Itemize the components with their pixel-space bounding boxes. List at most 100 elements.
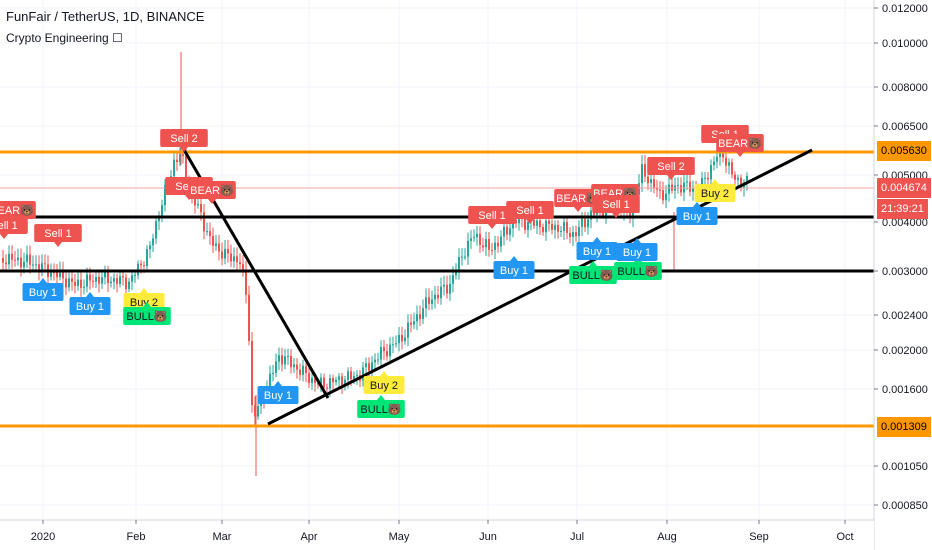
candle-body (278, 355, 280, 362)
candle-body (239, 262, 241, 265)
candle-body (287, 356, 289, 358)
signal-label-bull: BULL🐻 (357, 395, 405, 418)
candle-body (197, 203, 199, 206)
signal-label-pointer (693, 202, 701, 207)
indicator-name[interactable]: Crypto Engineering ☐ (6, 31, 123, 45)
candle-body (290, 356, 292, 368)
candle-body (83, 286, 85, 288)
candle-body (662, 190, 664, 201)
current-price-label: 0.004674 (877, 178, 931, 198)
candle-body (650, 179, 652, 184)
candle-body (566, 222, 568, 233)
signal-label-buy1: Buy 1 (69, 292, 111, 315)
time-tick-label: Sep (749, 531, 769, 543)
candle-body (374, 359, 376, 363)
candle-body (647, 176, 649, 184)
signal-label-pointer (54, 242, 62, 247)
signal-label-bear: BEAR🐻 (716, 134, 764, 157)
candle-body (581, 218, 583, 227)
candle-body (116, 278, 118, 284)
candle-body (371, 362, 373, 371)
candle-body (428, 297, 430, 304)
candle-body (551, 223, 553, 230)
candle-body (29, 254, 31, 265)
signal-label-text: BEAR🐻 (190, 183, 234, 197)
candle-body (305, 365, 307, 374)
candle-body (560, 230, 562, 232)
candle-body (110, 281, 112, 284)
time-tick-label: Mar (213, 531, 232, 543)
candle-body (236, 256, 238, 263)
candle-body (461, 256, 463, 258)
signal-label-pointer (711, 179, 719, 184)
signal-label-pointer (143, 302, 151, 307)
candle-body (209, 231, 211, 237)
candle-body (389, 344, 391, 357)
candle-body (335, 379, 337, 383)
signal-label-sell: Sell 1 (0, 216, 28, 239)
signal-label-box (34, 224, 82, 242)
candle-body (38, 264, 40, 272)
candle-body (383, 347, 385, 352)
price-tick-label: 0.002400 (882, 310, 928, 322)
signal-label-pointer (274, 381, 282, 386)
signal-label-box (160, 129, 208, 147)
symbol-title[interactable]: FunFair / TetherUS, 1D, BINANCE (6, 9, 205, 24)
candle-body (95, 276, 97, 282)
candle-body (365, 363, 367, 368)
signal-label-text: BULL🐻 (126, 309, 168, 323)
candle-body (134, 275, 136, 277)
signal-label-pointer (736, 152, 744, 157)
candle-body (527, 221, 529, 230)
candle-body (425, 297, 427, 309)
candle-body (407, 322, 409, 338)
candle-body (137, 263, 139, 276)
candle-body (707, 177, 709, 180)
candle-body (485, 239, 487, 248)
lower-level-price-label: 0.001309 (877, 417, 931, 437)
candle-body (503, 226, 505, 237)
signal-label-text: Buy 2 (701, 188, 729, 200)
candle-body (206, 231, 208, 233)
horizontal-levels (0, 150, 874, 428)
candle-body (311, 377, 313, 384)
signal-label-pointer (180, 147, 188, 152)
candle-body (644, 164, 646, 177)
signal-label-pointer (39, 278, 47, 283)
candle-body (299, 369, 301, 375)
candle-body (422, 308, 424, 320)
candle-body (185, 155, 187, 184)
signal-label-box (676, 207, 718, 225)
candle-body (713, 161, 715, 165)
candle-body (131, 275, 133, 282)
candle-body (332, 377, 334, 383)
candle-body (443, 284, 445, 287)
signal-label-box (614, 262, 662, 280)
candle-body (539, 220, 541, 227)
candle-body (92, 280, 94, 282)
signal-label-box (123, 307, 171, 325)
candle-body (155, 221, 157, 239)
candle-body (35, 264, 37, 266)
signal-label-pointer (633, 238, 641, 243)
signal-label-pointer (526, 219, 534, 224)
signal-label-text: Buy 1 (264, 390, 292, 402)
candle-body (587, 219, 589, 228)
candle-body (533, 219, 535, 226)
candle-body (119, 276, 121, 284)
signal-label-buy1: Buy 1 (676, 202, 718, 225)
candle-body (368, 363, 370, 371)
candle-body (416, 314, 418, 322)
candle-body (158, 216, 160, 222)
signal-label-buy2: Buy 2 (123, 288, 165, 311)
candle-body (590, 210, 592, 220)
signal-label-text: Sell 2 (657, 161, 685, 173)
candle-body (479, 233, 481, 246)
signal-label-pointer (140, 288, 148, 293)
candle-body (215, 243, 217, 246)
candle-body (440, 286, 442, 299)
candle-body (512, 219, 514, 229)
candle-body (578, 226, 580, 237)
